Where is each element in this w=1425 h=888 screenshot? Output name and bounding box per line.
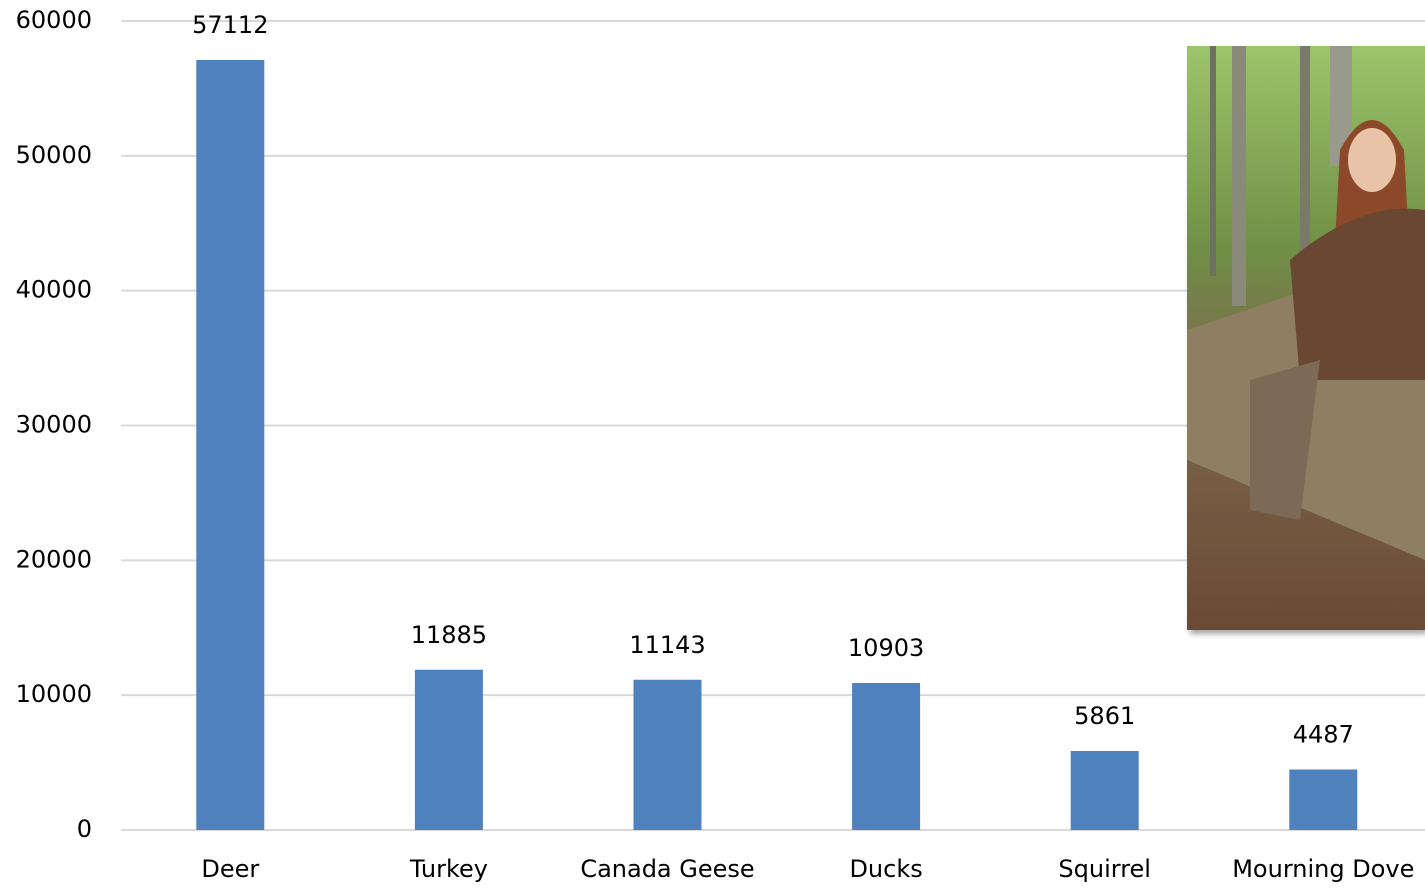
data-label: 11885 — [411, 621, 487, 649]
x-tick-label: Canada Geese — [580, 855, 754, 883]
tree-trunk — [1300, 46, 1310, 286]
face — [1348, 128, 1396, 192]
bar — [414, 669, 483, 830]
tree-trunk — [1330, 46, 1352, 166]
tree-trunk — [1232, 46, 1246, 306]
plot-area: 0 10000 20000 30000 40000 50000 60000 Deer 57112… — [16, 6, 1425, 883]
bar — [196, 59, 265, 830]
y-tick-label: 10000 — [16, 680, 92, 708]
bar — [1070, 750, 1139, 830]
x-tick-label: Mourning Dove — [1232, 855, 1414, 883]
x-tick-label: Squirrel — [1058, 855, 1151, 883]
legs — [1250, 360, 1320, 520]
data-label: 5861 — [1074, 702, 1135, 730]
bar — [1289, 769, 1358, 830]
data-label: 4487 — [1293, 721, 1354, 749]
y-tick-label: 0 — [77, 815, 92, 843]
y-tick-label: 40000 — [16, 276, 92, 304]
bar — [633, 679, 702, 830]
data-label: 57112 — [192, 11, 268, 39]
x-tick-label: Turkey — [409, 855, 488, 883]
data-label: 11143 — [629, 631, 705, 659]
photo — [1187, 46, 1425, 630]
turkey-fan — [1290, 208, 1425, 380]
y-tick-label: 30000 — [16, 411, 92, 439]
x-tick-label: Deer — [201, 855, 259, 883]
x-tick-label: Ducks — [849, 855, 922, 883]
data-label: 10903 — [848, 634, 924, 662]
y-tick-label: 50000 — [16, 141, 92, 169]
y-tick-label: 60000 — [16, 6, 92, 34]
bar — [852, 682, 921, 830]
y-tick-label: 20000 — [16, 545, 92, 573]
tree-trunk — [1210, 46, 1216, 276]
